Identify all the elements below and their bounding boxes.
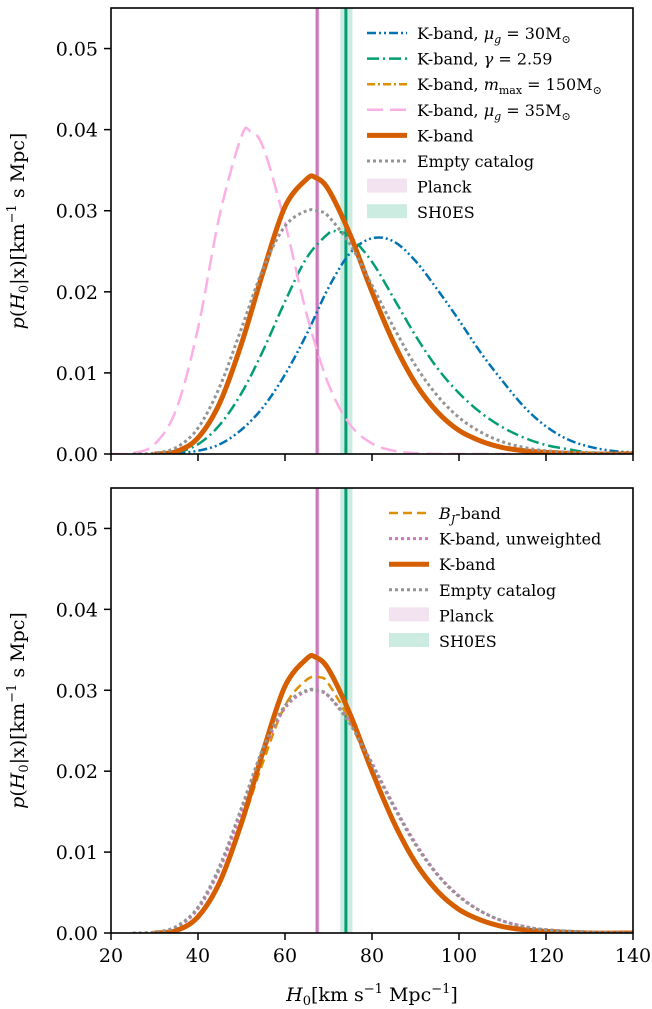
plot-area bbox=[132, 488, 633, 933]
x-tick-label: 140 bbox=[615, 945, 651, 967]
legend-item: Planck bbox=[389, 606, 494, 625]
series-line-2 bbox=[154, 229, 633, 454]
legend-label: K-band bbox=[439, 555, 496, 574]
legend-label: K-band, μg = 30M⊙ bbox=[417, 24, 571, 46]
legend-item: K-band bbox=[389, 555, 496, 574]
series-line-3 bbox=[154, 652, 633, 933]
legend-item: K-band, mmax = 150M⊙ bbox=[367, 75, 602, 97]
x-tick-label: 120 bbox=[528, 945, 564, 967]
legend-label: SH0ES bbox=[439, 632, 497, 651]
y-tick-label: 0.01 bbox=[56, 363, 98, 385]
legend-label: K-band, μg = 35M⊙ bbox=[417, 101, 571, 123]
chart-panel-1: 0.00 0.01 0.02 0.03 0.04 0.05 p(H0|x)[km−1 s M… bbox=[5, 7, 634, 466]
x-tick-label: 60 bbox=[273, 945, 297, 967]
legend-label: BJ-band bbox=[438, 504, 501, 526]
axes-frame bbox=[110, 487, 634, 934]
x-tick-label: 20 bbox=[99, 945, 123, 967]
legend-swatch bbox=[389, 607, 429, 622]
plot-area bbox=[111, 8, 633, 454]
legend-item: Empty catalog bbox=[389, 581, 556, 600]
legend-item: K-band, μg = 30M⊙ bbox=[367, 24, 571, 46]
legend-item: K-band, γ = 2.59 bbox=[367, 50, 552, 69]
x-tick-label: 40 bbox=[186, 945, 210, 967]
series-line-5 bbox=[154, 173, 633, 454]
y-tick-label: 0.01 bbox=[56, 842, 98, 864]
legend-item: K-band, unweighted bbox=[389, 530, 601, 549]
x-tick-label: 100 bbox=[441, 945, 477, 967]
y-tick-label: 0.00 bbox=[56, 923, 98, 945]
legend-swatch bbox=[389, 633, 429, 647]
legend-label: K-band, unweighted bbox=[439, 530, 601, 549]
legend-label: K-band, γ = 2.59 bbox=[417, 50, 552, 69]
y-tick-label: 0.00 bbox=[56, 444, 98, 466]
legend-label: Planck bbox=[417, 178, 472, 197]
series-line-2 bbox=[132, 688, 633, 933]
y-tick-label: 0.05 bbox=[56, 518, 98, 540]
legend-item: SH0ES bbox=[389, 632, 497, 651]
y-tick-label: 0.03 bbox=[56, 201, 98, 223]
legend-label: Planck bbox=[439, 606, 494, 625]
legend-label: K-band bbox=[417, 126, 474, 145]
legend-item: BJ-band bbox=[389, 504, 501, 526]
y-tick-label: 0.04 bbox=[56, 599, 98, 621]
legend-label: Empty catalog bbox=[439, 581, 556, 600]
legend-item: Planck bbox=[367, 178, 472, 197]
legend-label: K-band, mmax = 150M⊙ bbox=[417, 75, 602, 97]
series-line-1 bbox=[154, 675, 633, 933]
series-line-6 bbox=[132, 208, 633, 454]
y-tick-label: 0.02 bbox=[56, 282, 98, 304]
series-line-4 bbox=[132, 687, 633, 933]
legend-item: SH0ES bbox=[367, 203, 475, 222]
y-axis-label: p(H0|x)[km−1 s Mpc] bbox=[5, 133, 32, 330]
legend-label: Empty catalog bbox=[417, 152, 534, 171]
x-axis-label: H0[km s−1 Mpc−1] bbox=[285, 982, 458, 1009]
y-tick-label: 0.03 bbox=[56, 680, 98, 702]
legend-label: SH0ES bbox=[417, 203, 475, 222]
y-axis-label: p(H0|x)[km−1 s Mpc] bbox=[5, 612, 32, 809]
series-line-4 bbox=[111, 126, 546, 454]
y-tick-label: 0.02 bbox=[56, 761, 98, 783]
legend-item: Empty catalog bbox=[367, 152, 534, 171]
series-line-1 bbox=[154, 236, 633, 454]
legend-item: K-band bbox=[367, 126, 474, 145]
y-tick-label: 0.05 bbox=[56, 39, 98, 61]
y-tick-label: 0.04 bbox=[56, 120, 98, 142]
x-tick-label: 80 bbox=[360, 945, 384, 967]
legend-item: K-band, μg = 35M⊙ bbox=[367, 101, 571, 123]
legend-swatch bbox=[367, 204, 407, 219]
chart-panel-2: 20 40 60 80 100 120 140 0.00 0.01 0.02 0.03 0.04 0.0… bbox=[5, 487, 651, 1009]
legend-swatch bbox=[367, 178, 407, 193]
